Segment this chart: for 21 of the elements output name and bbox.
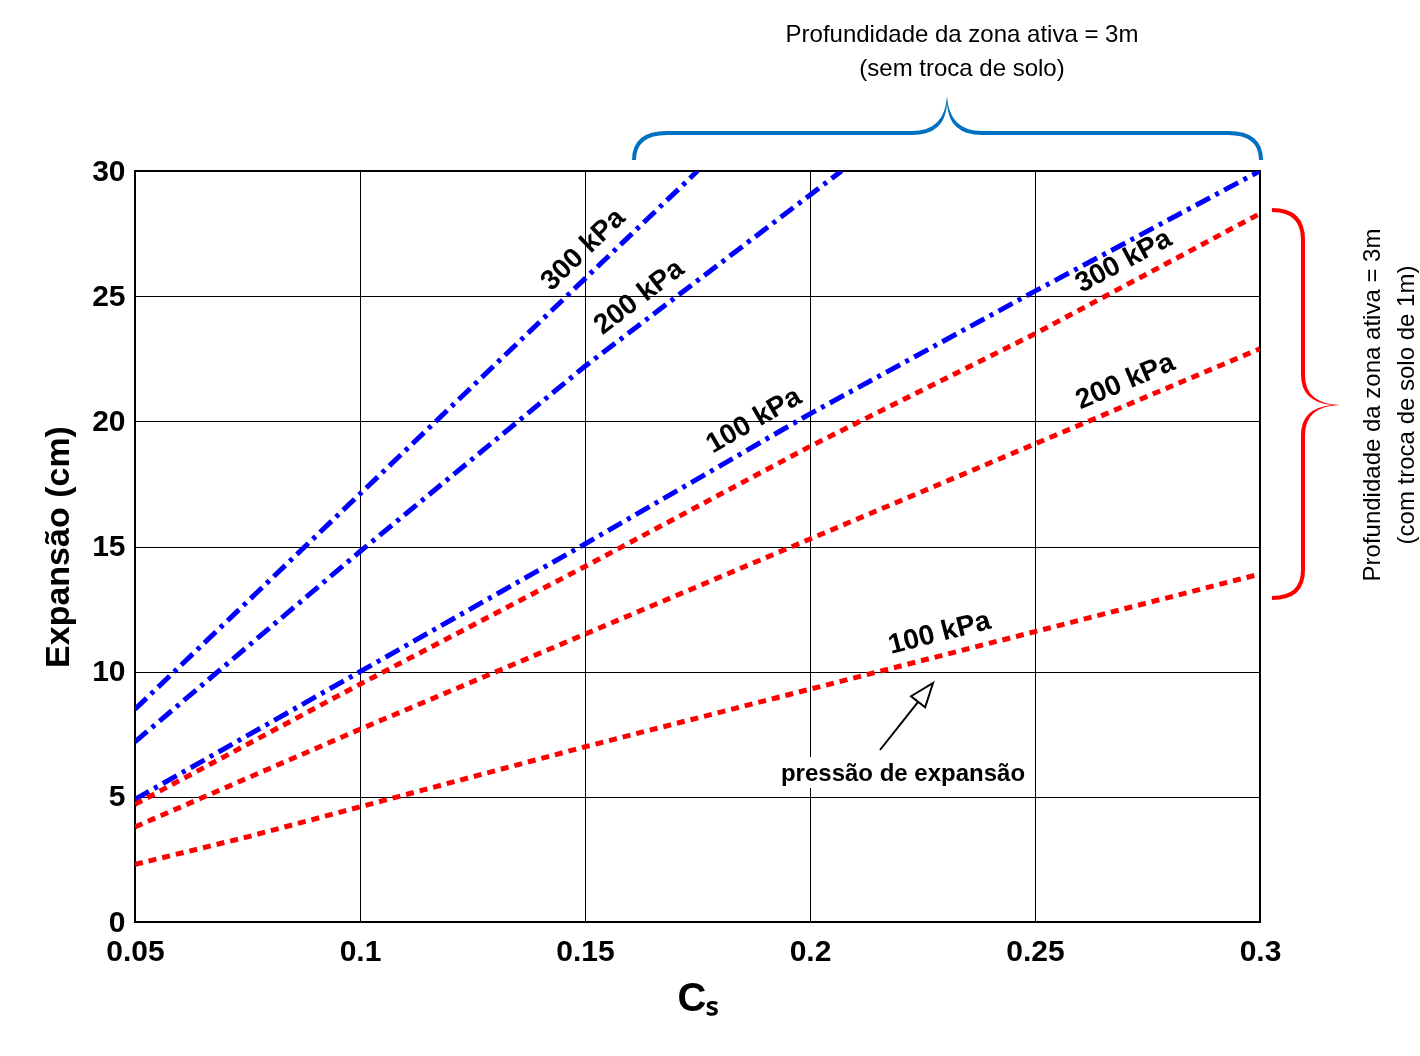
text: 200 kPa (587, 252, 690, 341)
y-tick-label: 30 (92, 153, 126, 187)
x-tick-label: 0.15 (556, 933, 615, 967)
x-tick-label: 0.1 (339, 933, 382, 967)
y-tick-label: 25 (92, 278, 126, 312)
y-tick-label: 15 (92, 529, 126, 562)
text: 100 kPa (700, 379, 807, 460)
x-tick-label: 0.2 (789, 933, 832, 967)
text: Profundidade da zona ativa = 3m (sem troca de solo) (785, 20, 1139, 81)
x-axis-title: Cₛ (677, 974, 719, 1019)
text: Profundidade da zona ativa = 3m (com troca de solo de 1m) (1358, 228, 1419, 582)
y-tick-label: 20 (92, 403, 126, 437)
y-axis-title: Expansão (cm) (38, 426, 77, 668)
annotation: pressão de expansão (780, 759, 1026, 786)
x-tick-label: 0.25 (1006, 933, 1065, 967)
y-tick-label: 10 (92, 654, 126, 688)
x-tick-label: 0.3 (1239, 933, 1282, 967)
text: 300 kPa (1069, 221, 1177, 299)
text: 200 kPa (1070, 345, 1180, 415)
text: 100 kPa (884, 603, 994, 660)
y-tick-label: 5 (108, 779, 126, 813)
